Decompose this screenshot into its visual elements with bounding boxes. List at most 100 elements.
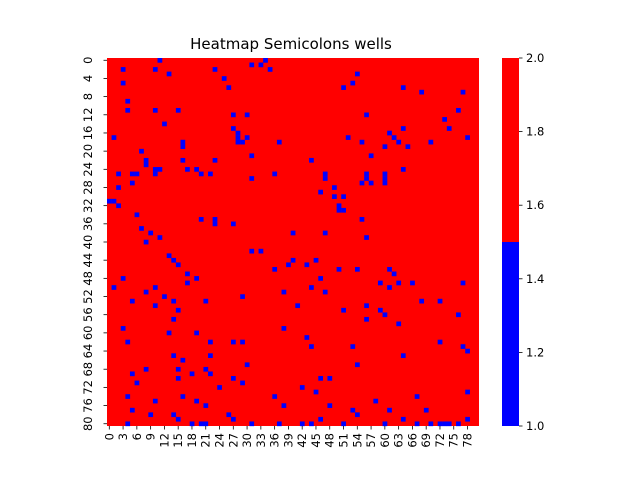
heatmap-cell [341,307,346,313]
heatmap-cell [185,271,190,277]
heatmap-cell [465,389,470,395]
heatmap-cell [377,307,383,313]
colorbar-tick-label: 1.6 [526,198,544,212]
heatmap-cell [157,235,163,240]
y-tick-label: 80 [81,416,95,431]
heatmap-cell [231,126,236,131]
heatmap-cell [143,289,149,295]
heatmap-cell [332,185,337,190]
x-tick-label: 48 [323,433,337,448]
heatmap-cell [456,421,461,427]
heatmap-cell [400,416,406,422]
y-tick-label: 48 [81,271,95,286]
heatmap-cell [157,58,163,63]
colorbar-tick-label: 1.4 [526,272,544,286]
y-tick-label: 72 [81,380,95,395]
heatmap-cell [111,198,117,204]
heatmap-cell [249,421,255,427]
heatmap-cell [194,167,199,172]
heatmap-cell [400,126,406,131]
heatmap-cell [185,280,190,286]
heatmap-cell [309,344,314,349]
heatmap-cell [332,194,337,199]
heatmap-cell [258,248,264,254]
heatmap-cell [387,407,392,413]
heatmap-cell [442,117,447,122]
heatmap-cell [129,371,135,377]
x-tick-label: 30 [240,433,254,448]
heatmap-cell [107,198,112,204]
heatmap-cell [318,276,323,281]
heatmap-cell [240,294,245,299]
heatmap-cell [368,180,374,186]
heatmap-background [107,58,479,426]
heatmap-cell [129,171,135,177]
heatmap-cell [423,407,429,413]
heatmap-cell [281,289,287,295]
heatmap-cell [359,139,365,145]
heatmap-cell [437,421,443,427]
heatmap-cell [309,285,314,290]
heatmap-cell [171,412,177,418]
heatmap-cell [116,203,121,209]
heatmap-cell [208,371,213,377]
heatmap-cell [359,217,365,222]
heatmap-cell [231,221,236,227]
heatmap-cell [304,335,310,340]
heatmap-cell [414,421,420,427]
heatmap-cell [139,226,144,231]
heatmap-cell [309,157,314,163]
heatmap-cell [231,112,236,118]
heatmap-cell [226,85,232,90]
heatmap-cell [152,67,158,72]
heatmap-cell [152,167,158,172]
heatmap-cell [272,171,278,177]
heatmap-cell [290,257,296,263]
heatmap-cell [322,230,328,236]
heatmap-cell [382,421,388,427]
x-tick-label: 66 [405,433,419,448]
heatmap-cell [143,157,149,163]
heatmap-cell [345,135,351,140]
heatmap-cell [111,285,117,290]
x-tick-label: 60 [378,433,392,448]
heatmap-cell [212,157,218,163]
heatmap-cell [359,180,365,186]
heatmap-cell [189,421,195,427]
heatmap-cell [134,212,140,218]
heatmap-cell [175,416,181,422]
heatmap-cell [391,271,397,277]
heatmap-cell [350,407,356,413]
x-tick-label: 3 [116,433,130,440]
heatmap-cell [414,394,420,399]
heatmap-cell [180,144,186,150]
heatmap-cell [143,366,149,372]
heatmap-cell [396,280,402,286]
heatmap-cell [217,385,222,390]
x-tick-label: 72 [433,433,447,448]
heatmap-cell [162,121,167,127]
colorbar: 1.0 1.2 1.4 1.6 1.8 2.0 [502,51,544,433]
heatmap-cell [175,307,181,313]
x-tick-label: 18 [185,433,199,448]
x-tick-label: 33 [254,433,268,448]
heatmap-cell [139,148,144,154]
heatmap-cell [125,339,131,345]
heatmap-cell [212,221,218,227]
heatmap-cell [263,58,268,63]
heatmap-cell [382,144,388,150]
heatmap-cell [446,126,452,131]
x-tick-label: 6 [130,433,144,440]
heatmap-cell [152,285,158,290]
heatmap-cell [180,394,186,399]
heatmap-cell [465,348,470,354]
heatmap-cell [318,376,323,381]
heatmap-cell [322,171,328,177]
heatmap-cell [437,298,443,304]
heatmap-cell [212,217,218,222]
heatmap-cell [400,353,406,358]
heatmap-cell [175,262,181,268]
heatmap-cell [309,421,314,427]
